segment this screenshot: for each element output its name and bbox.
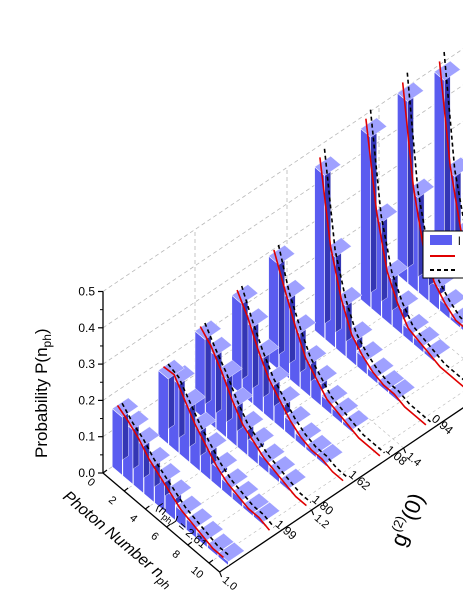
fit-dashed-4: [277, 244, 386, 454]
fit-dashed-5: [323, 148, 432, 423]
fit-dashed-3: [240, 285, 349, 479]
grid-line-z-2: [102, 157, 463, 401]
grid-line-z-1: [102, 193, 463, 438]
z-tick-label-3: 0.3: [78, 357, 95, 371]
series-5: [314, 148, 432, 426]
x-tick-label-4: 8: [170, 548, 182, 561]
bar-2-7: [268, 466, 280, 484]
fit-red-2: [199, 326, 307, 507]
bar-6-5: [413, 336, 425, 354]
x-tick-1: [123, 487, 129, 492]
series-layer: [111, 51, 463, 566]
x-tick-0: [102, 469, 108, 474]
bar-7-4: [439, 299, 451, 320]
bar-5-4: [356, 351, 368, 376]
bar-4-6: [331, 407, 343, 425]
series-0: [111, 397, 245, 566]
fit-dashed-0: [121, 402, 229, 556]
g2-tick-0: [219, 571, 223, 578]
fit-red-5: [319, 157, 427, 426]
legend: l: [422, 230, 463, 279]
grid-line-z-4: [102, 84, 463, 329]
bar-0-0: [111, 408, 123, 477]
series-6: [360, 109, 463, 388]
fit-red-0: [116, 404, 225, 559]
g2-axis-title: g(2)(0): [384, 489, 430, 550]
grid-line-z-5: [102, 48, 463, 292]
g2-tick-2: [403, 447, 407, 454]
series-4: [268, 244, 386, 457]
fit-red-4: [273, 249, 381, 457]
z-axis-title-sub: ph: [40, 334, 54, 347]
bar-1-7: [232, 490, 243, 508]
bar-5-7: [388, 389, 400, 403]
bar-3-8: [316, 453, 328, 468]
fit-dashed-6: [369, 109, 463, 381]
bar-2-0: [194, 330, 206, 421]
x-tick-5: [208, 559, 214, 564]
g2-axis-line: [219, 407, 463, 573]
x-tick-label-1: 2: [106, 494, 118, 507]
fit-red-3: [236, 289, 344, 482]
fit-red-8: [438, 61, 463, 240]
fit-dashed-7: [406, 72, 463, 321]
bar-7-0: [397, 92, 408, 284]
legend-swatch-histogram: [430, 235, 452, 245]
series-1: [157, 359, 281, 531]
bar-5-5: [367, 367, 379, 385]
series-7: [397, 72, 463, 331]
bar-6-0: [360, 128, 372, 309]
z-tick-label-4: 0.4: [78, 321, 95, 335]
bar-4-7: [342, 420, 354, 434]
svg-text:Probability P(nph): Probability P(nph): [32, 328, 54, 458]
bar-2-8: [279, 478, 291, 493]
fit-dashed-1: [167, 363, 275, 528]
x-tick-4: [187, 541, 193, 546]
z-axis-title: Probability P(nph): [32, 328, 54, 458]
z-axis-title-main: Probability P(n: [32, 347, 51, 458]
fit-dashed-2: [204, 322, 312, 504]
bar-1-0: [157, 369, 169, 445]
x-tick-2: [145, 505, 150, 510]
bar-5-0: [314, 166, 326, 340]
x-axis-line: [102, 472, 221, 573]
svg-text:g(2)(0): g(2)(0): [384, 489, 430, 550]
bar-0-8: [196, 530, 208, 548]
bar-3-0: [231, 294, 243, 396]
bar-3-6: [295, 432, 306, 450]
legend-label-histogram: l: [458, 234, 461, 248]
bar-6-6: [423, 349, 435, 363]
z-tick-label-5: 0.5: [78, 285, 95, 299]
g2-tick-label-0: 1.0: [220, 574, 239, 593]
g2-axis-title-sup: (2): [388, 514, 408, 534]
x-tick-label-5: 10: [188, 564, 205, 581]
axes-layer: [98, 290, 463, 578]
bar-0-10: [217, 552, 229, 566]
x-tick-label-2: 4: [127, 512, 139, 525]
series-2: [194, 319, 312, 507]
series-3: [231, 284, 349, 482]
bar-1-9: [253, 512, 265, 526]
x-tick-3: [166, 523, 171, 528]
z-tick-label-1: 0.1: [78, 430, 95, 444]
bar-3-5: [284, 416, 296, 441]
fit-red-7: [401, 82, 463, 328]
fit-red-6: [365, 118, 463, 388]
grid-line-z-3: [102, 121, 463, 365]
fit-red-1: [163, 366, 271, 531]
z-axis-title-close: ): [32, 328, 51, 334]
g2-tick-1: [311, 509, 315, 516]
x-tick-label-3: 6: [148, 530, 160, 543]
z-tick-label-2: 0.2: [78, 393, 95, 407]
z-tick-label-0: 0.0: [78, 466, 95, 480]
